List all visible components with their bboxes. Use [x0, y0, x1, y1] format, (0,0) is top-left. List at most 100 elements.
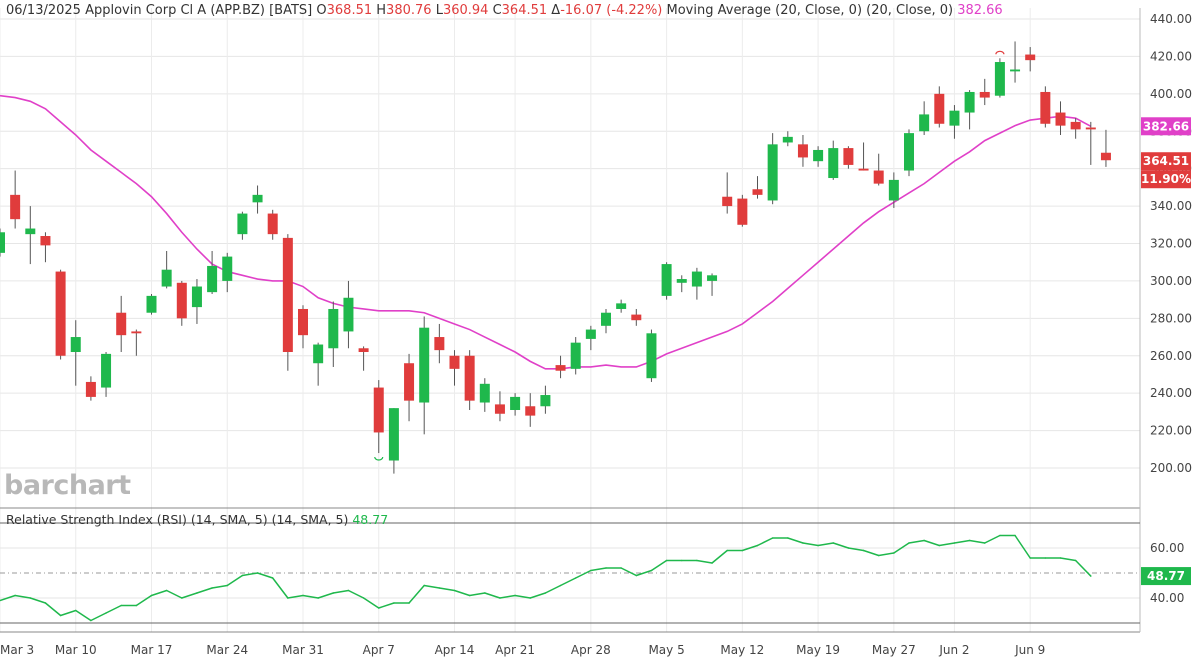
rsi-line-segment	[105, 604, 122, 614]
candle-down	[434, 337, 445, 351]
header-low-label: L	[435, 3, 443, 18]
rsi-line-segment	[847, 547, 865, 552]
rsi-line-segment	[0, 594, 16, 602]
rsi-line-segment	[44, 602, 62, 617]
candle-up	[964, 91, 975, 113]
price-y-tick-label: 400.00	[1150, 87, 1192, 101]
x-tick-label: Jun 2	[938, 643, 969, 657]
badge-layer: 382.66 364.51 11.90% 48.77	[1141, 117, 1191, 586]
rsi-line-segment	[302, 594, 319, 599]
rsi-value-badge: 48.77	[1147, 569, 1185, 583]
rsi-line-segment	[150, 589, 168, 597]
rsi-line-segment	[529, 592, 547, 599]
candle-up	[919, 114, 930, 132]
x-tick-label: Mar 31	[282, 643, 324, 657]
header-high-value: 380.76	[386, 3, 432, 18]
candle-up	[949, 110, 960, 126]
x-tick-label: May 12	[720, 643, 764, 657]
rsi-header-value: 48.77	[352, 512, 389, 527]
candle-down	[298, 308, 308, 336]
x-tick-label: Apr 7	[363, 643, 395, 657]
rsi-line-segment	[90, 612, 107, 622]
ma-value-badge: 382.66	[1143, 119, 1189, 133]
high-marker	[995, 50, 1005, 55]
candle-down	[797, 144, 808, 158]
candles-layer	[0, 41, 1111, 474]
header-high-label: H	[376, 3, 387, 18]
rsi-line-segment	[165, 589, 183, 599]
candle-up	[237, 213, 248, 235]
candle-up	[510, 396, 521, 411]
candle-down	[373, 387, 384, 433]
rsi-line-segment	[181, 592, 198, 599]
candle-down	[282, 237, 293, 353]
candle-up	[691, 271, 702, 287]
rsi-line-segment	[438, 587, 456, 592]
candle-down	[116, 312, 127, 336]
candle-down	[494, 404, 505, 414]
rsi-header: Relative Strength Index (RSI) (14, SMA, …	[6, 512, 388, 527]
header-ma-value: 382.66	[957, 3, 1003, 18]
axis-layer: 200.00 220.00 240.00 260.00 280.00 300.00 320.…	[0, 8, 1192, 657]
candle-up	[328, 308, 339, 349]
rsi-line-segment	[787, 537, 804, 544]
candle-up	[540, 395, 551, 407]
rsi-line-segment	[877, 552, 895, 557]
rsi-line-segment	[226, 574, 244, 587]
candle-down	[131, 331, 142, 334]
rsi-line-segment	[468, 592, 486, 597]
price-y-tick-label: 280.00	[1150, 311, 1192, 325]
candle-up	[388, 408, 399, 461]
rsi-line-segment	[59, 609, 77, 617]
rsi-line-segment	[408, 584, 425, 604]
rsi-line-segment	[135, 594, 153, 607]
candle-up	[888, 179, 899, 201]
candle-up	[70, 337, 81, 353]
rsi-line-segment	[620, 567, 638, 577]
rsi-line-segment	[453, 589, 471, 597]
price-y-tick-label: 260.00	[1150, 349, 1192, 363]
candle-down	[449, 355, 460, 369]
candle-up	[601, 312, 611, 326]
price-header: 06/13/2025 Applovin Corp Cl A (APP.BZ) […	[6, 3, 1003, 18]
header-ma-label: Moving Average (20, Close, 0) (20, Close…	[666, 3, 954, 18]
rsi-line-segment	[696, 559, 713, 564]
candle-down	[934, 93, 945, 124]
candle-up	[782, 136, 793, 143]
header-open-value: 368.51	[326, 3, 373, 18]
candle-down	[267, 213, 278, 235]
rsi-line-segment	[590, 567, 607, 572]
candle-up	[707, 275, 718, 281]
candle-up	[207, 265, 218, 293]
grid-layer	[0, 8, 1140, 632]
x-tick-label: Mar 10	[55, 643, 97, 657]
candle-up	[419, 327, 430, 403]
rsi-line-segment	[1074, 559, 1092, 577]
candle-up	[252, 194, 263, 203]
percent-change-badge-bg	[1141, 170, 1191, 189]
price-y-tick-label: 300.00	[1150, 274, 1192, 288]
moving-average-layer	[0, 94, 1092, 370]
candle-up	[676, 279, 687, 283]
barchart-watermark: barchart	[4, 470, 131, 501]
x-tick-label: May 27	[872, 643, 916, 657]
x-tick-label: Jun 9	[1014, 643, 1045, 657]
x-tick-label: May 19	[796, 643, 840, 657]
rsi-line-segment	[378, 602, 395, 609]
candle-up	[585, 329, 596, 339]
candle-up	[146, 295, 157, 313]
rsi-line-segment	[817, 542, 834, 547]
last-price-badge: 364.51	[1143, 154, 1189, 168]
candle-down	[358, 348, 369, 353]
rsi-value-badge-bg	[1141, 567, 1191, 586]
x-tick-label: Apr 28	[571, 643, 611, 657]
candle-up	[828, 148, 839, 179]
rsi-line-segment	[241, 572, 259, 577]
price-y-tick-label: 240.00	[1150, 386, 1192, 400]
rsi-line-segment	[559, 577, 577, 587]
rsi-line-segment	[1014, 534, 1031, 559]
candle-up	[616, 303, 627, 309]
candle-up	[1010, 69, 1021, 72]
header-low-value: 360.94	[442, 3, 489, 18]
